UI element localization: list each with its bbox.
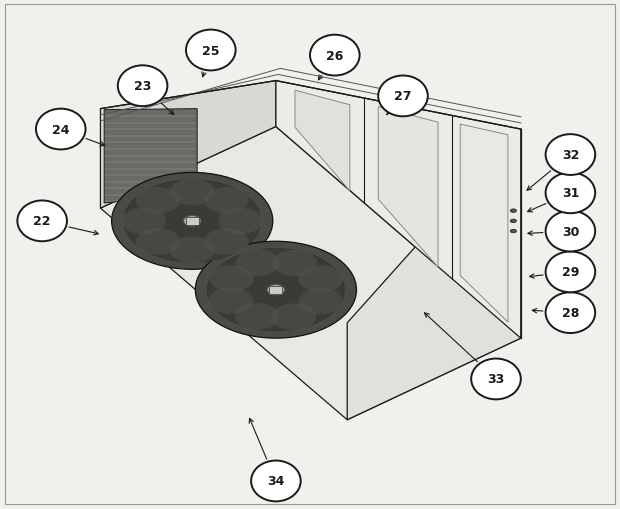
Circle shape <box>378 76 428 117</box>
Ellipse shape <box>510 230 516 233</box>
Text: 27: 27 <box>394 90 412 103</box>
Text: 33: 33 <box>487 373 505 386</box>
Ellipse shape <box>298 288 343 315</box>
Ellipse shape <box>136 188 180 214</box>
Circle shape <box>36 109 86 150</box>
Circle shape <box>310 36 360 76</box>
FancyBboxPatch shape <box>270 286 282 294</box>
Ellipse shape <box>510 220 516 223</box>
Polygon shape <box>276 81 521 338</box>
Circle shape <box>118 66 167 107</box>
Ellipse shape <box>207 249 345 331</box>
Text: 28: 28 <box>562 306 579 320</box>
Circle shape <box>546 135 595 176</box>
Polygon shape <box>100 127 521 420</box>
Ellipse shape <box>170 179 215 206</box>
Circle shape <box>546 252 595 293</box>
Ellipse shape <box>209 266 254 292</box>
Polygon shape <box>347 130 521 420</box>
Ellipse shape <box>235 303 279 330</box>
Text: 22: 22 <box>33 215 51 228</box>
Ellipse shape <box>184 216 201 227</box>
Circle shape <box>546 211 595 252</box>
Polygon shape <box>100 81 276 209</box>
Ellipse shape <box>195 242 356 338</box>
Ellipse shape <box>267 285 285 295</box>
Ellipse shape <box>123 180 260 263</box>
Text: eReplacementParts.com: eReplacementParts.com <box>210 249 336 260</box>
Ellipse shape <box>272 304 316 330</box>
Ellipse shape <box>218 208 263 235</box>
Text: 24: 24 <box>52 123 69 136</box>
Circle shape <box>546 173 595 214</box>
Ellipse shape <box>170 237 215 264</box>
Text: 26: 26 <box>326 49 343 63</box>
Polygon shape <box>104 109 197 204</box>
Ellipse shape <box>236 250 280 276</box>
Ellipse shape <box>273 250 317 277</box>
Ellipse shape <box>510 210 516 213</box>
Circle shape <box>546 293 595 333</box>
Polygon shape <box>460 125 508 322</box>
Polygon shape <box>295 91 350 191</box>
Ellipse shape <box>136 229 180 255</box>
Ellipse shape <box>299 266 343 293</box>
Ellipse shape <box>122 208 166 235</box>
Ellipse shape <box>209 288 253 314</box>
Text: 32: 32 <box>562 149 579 162</box>
FancyBboxPatch shape <box>186 217 198 225</box>
Text: 23: 23 <box>134 80 151 93</box>
Text: 30: 30 <box>562 225 579 238</box>
Text: 34: 34 <box>267 474 285 488</box>
Circle shape <box>186 31 236 71</box>
Ellipse shape <box>112 173 273 270</box>
Polygon shape <box>378 107 438 268</box>
Text: 31: 31 <box>562 187 579 200</box>
Circle shape <box>471 359 521 400</box>
Circle shape <box>251 461 301 501</box>
Ellipse shape <box>204 229 249 255</box>
Text: 29: 29 <box>562 266 579 279</box>
Text: 25: 25 <box>202 44 219 58</box>
Ellipse shape <box>204 188 249 214</box>
Circle shape <box>17 201 67 242</box>
